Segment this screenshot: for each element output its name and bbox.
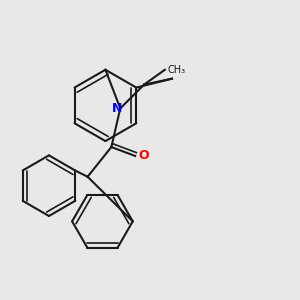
Text: CH₃: CH₃ <box>168 65 186 75</box>
Text: N: N <box>112 102 122 115</box>
Text: O: O <box>138 149 149 162</box>
